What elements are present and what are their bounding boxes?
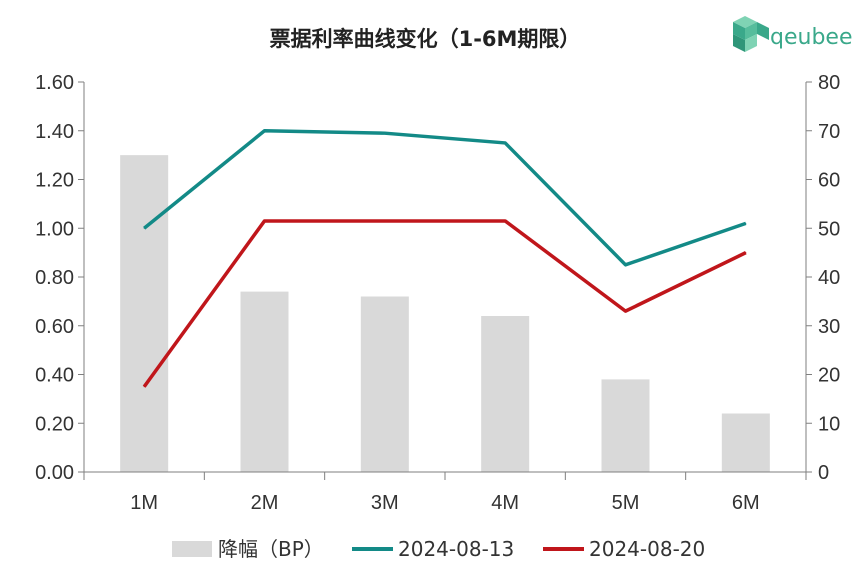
y-left-tick-label: 1.60	[35, 72, 74, 94]
y-right-tick-label: 0	[818, 462, 829, 484]
bar-5M	[601, 379, 650, 472]
legend-label-line1: 2024-08-13	[398, 537, 514, 561]
cube-logo-icon	[733, 16, 769, 52]
x-tick-label: 2M	[251, 492, 279, 514]
x-tick-label: 3M	[371, 492, 399, 514]
y-right-tick-label: 80	[818, 72, 840, 94]
point-1-2M	[264, 130, 265, 132]
x-tick-label: 4M	[491, 492, 519, 514]
y-left-tick-label: 1.00	[35, 218, 74, 240]
y-left-tick-label: 0.00	[35, 462, 74, 484]
y-right-tick-label: 50	[818, 218, 840, 240]
bar-6M	[721, 413, 770, 472]
y-left-tick-label: 0.40	[35, 365, 74, 387]
logo-text: qeubee	[770, 25, 852, 50]
x-tick-label: 1M	[130, 492, 158, 514]
legend-label-line2: 2024-08-20	[589, 537, 705, 561]
point-2-2M	[264, 220, 265, 222]
point-2-3M	[384, 220, 386, 222]
legend-bar-swatch	[172, 541, 212, 557]
bar-4M	[481, 316, 530, 472]
point-1-4M	[504, 142, 506, 144]
y-left-tick-label: 0.80	[35, 267, 74, 289]
legend: 降幅（BP） 2024-08-13 2024-08-20	[172, 537, 705, 561]
y-right-tick-label: 10	[818, 413, 840, 435]
point-1-6M	[745, 222, 747, 224]
y-left-tick-label: 1.20	[35, 170, 74, 192]
point-2-5M	[625, 310, 626, 312]
point-2-4M	[504, 220, 506, 222]
point-2-1M	[143, 386, 145, 388]
bar-1M	[120, 155, 169, 472]
point-2-6M	[745, 252, 747, 254]
bar-3M	[360, 296, 409, 472]
y-right-tick-label: 70	[818, 121, 840, 143]
brand-logo: qeubee	[733, 16, 852, 52]
chart-title: 票据利率曲线变化（1-6M期限）	[270, 27, 581, 51]
point-1-5M	[625, 264, 626, 266]
y-left-tick-label: 0.20	[35, 413, 74, 435]
y-right-tick-label: 20	[818, 365, 840, 387]
y-left-tick-label: 1.40	[35, 121, 74, 143]
y-right-tick-label: 30	[818, 316, 840, 338]
bar-2M	[240, 291, 289, 472]
point-1-3M	[384, 132, 386, 134]
x-tick-label: 5M	[612, 492, 640, 514]
point-1-1M	[143, 227, 145, 229]
x-tick-label: 6M	[732, 492, 760, 514]
axes: 0.00 0.20 0.40 0.60 0.80 1.00 1.20 1.40 1.60 0 10 2…	[35, 72, 840, 514]
series-line-2	[142, 219, 747, 388]
y-right-tick-label: 40	[818, 267, 840, 289]
plot-area	[120, 129, 770, 472]
y-left-tick-label: 0.60	[35, 316, 74, 338]
series-line-1	[143, 129, 747, 267]
y-right-tick-label: 60	[818, 170, 840, 192]
legend-label-bar: 降幅（BP）	[218, 537, 324, 561]
